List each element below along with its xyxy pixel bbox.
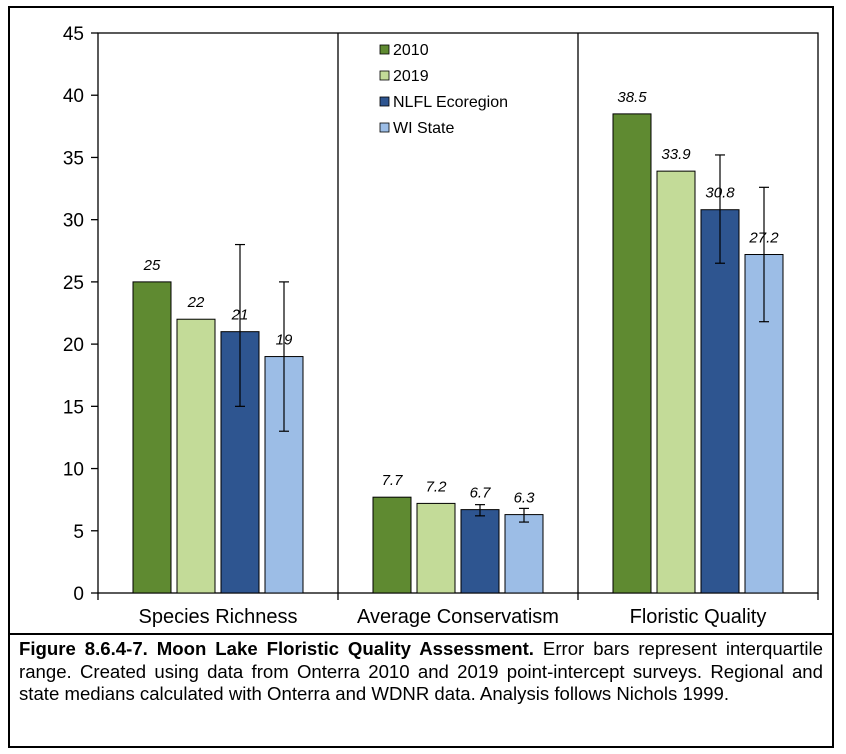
bar: [372, 496, 412, 594]
y-tick-label: 40: [63, 86, 84, 107]
legend-swatch: [379, 96, 390, 107]
legend-swatch: [379, 44, 390, 55]
legend-entry: NLFL Ecoregion: [393, 94, 508, 111]
bar-chart: 0 5 10 15 20 25 30 35 40 45 Species Richness Averag…: [63, 24, 819, 628]
legend-entry: 2010: [393, 42, 429, 59]
data-label: 33.9: [661, 146, 691, 163]
bar: [416, 502, 456, 594]
y-tick-label: 45: [63, 24, 84, 45]
y-tick-label: 20: [63, 335, 84, 356]
plot-area: [97, 32, 819, 594]
data-label: 7.7: [382, 472, 404, 489]
caption-title: Figure 8.6.4-7. Moon Lake Floristic Qual…: [19, 638, 534, 659]
y-tick-label: 0: [73, 584, 84, 605]
data-label: 19: [276, 332, 293, 349]
legend-entry: 2019: [393, 68, 429, 85]
caption-box: Figure 8.6.4-7. Moon Lake Floristic Qual…: [8, 633, 834, 748]
data-label: 30.8: [705, 185, 735, 202]
data-label: 27.2: [748, 230, 779, 247]
y-tick-label: 25: [63, 273, 84, 294]
data-label: 25: [143, 257, 161, 274]
data-label: 6.3: [514, 490, 536, 507]
data-label: 38.5: [617, 89, 647, 106]
caption-body: Error bars represent interquartile range…: [19, 638, 823, 704]
y-tick-label: 15: [63, 397, 84, 418]
y-tick-label: 35: [63, 148, 84, 169]
bar: [504, 514, 544, 594]
legend-swatch: [379, 122, 390, 133]
bar: [176, 318, 216, 594]
category-label: Species Richness: [139, 606, 298, 628]
y-tick-label: 10: [63, 460, 84, 481]
bar: [700, 209, 740, 594]
data-label: 7.2: [426, 478, 448, 495]
data-label: 21: [231, 307, 249, 324]
y-tick-label: 5: [73, 522, 84, 543]
bar: [132, 281, 172, 594]
category-label: Average Conservatism: [357, 606, 559, 628]
data-label: 22: [187, 294, 205, 311]
data-label: 6.7: [470, 485, 492, 502]
bar: [460, 509, 500, 594]
legend-swatch: [379, 70, 390, 81]
bar: [612, 113, 652, 594]
bar: [656, 170, 696, 594]
y-tick-label: 30: [63, 211, 84, 232]
figure-caption: Figure 8.6.4-7. Moon Lake Floristic Qual…: [19, 638, 823, 706]
legend-entry: WI State: [393, 120, 454, 137]
category-label: Floristic Quality: [630, 606, 767, 628]
